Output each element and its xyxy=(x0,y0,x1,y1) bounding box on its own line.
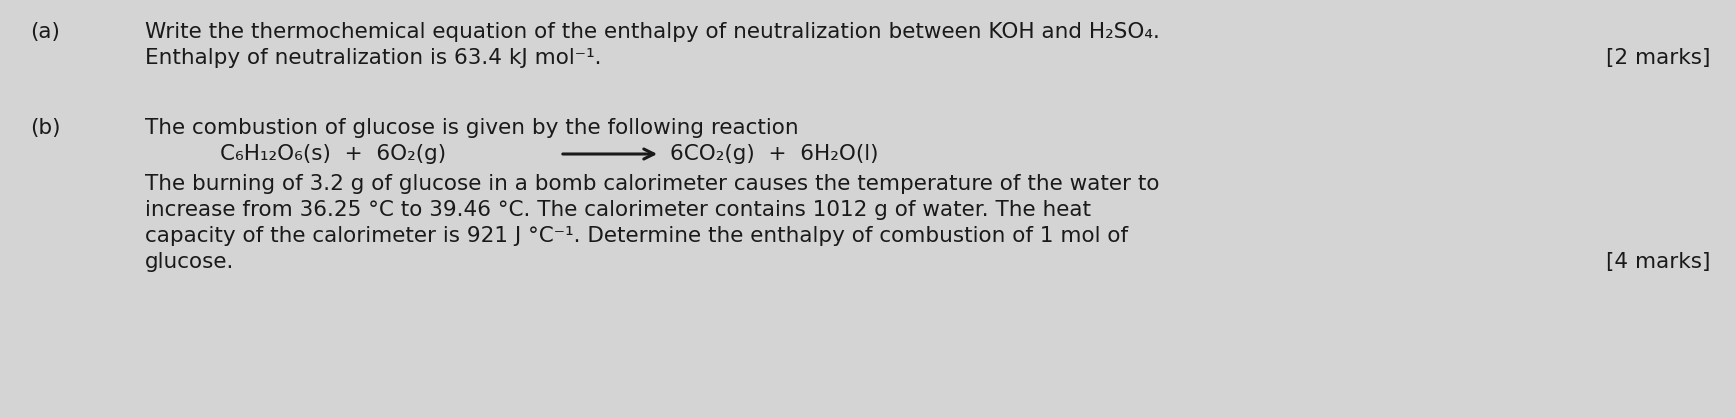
Text: 6CO₂(g)  +  6H₂O(l): 6CO₂(g) + 6H₂O(l) xyxy=(670,144,878,164)
Text: C₆H₁₂O₆(s)  +  6O₂(g): C₆H₁₂O₆(s) + 6O₂(g) xyxy=(220,144,446,164)
Text: Write the thermochemical equation of the enthalpy of neutralization between KOH : Write the thermochemical equation of the… xyxy=(146,22,1161,42)
Text: [4 marks]: [4 marks] xyxy=(1605,252,1711,272)
Text: The combustion of glucose is given by the following reaction: The combustion of glucose is given by th… xyxy=(146,118,798,138)
Text: glucose.: glucose. xyxy=(146,252,234,272)
Text: (a): (a) xyxy=(29,22,61,42)
Text: The burning of 3.2 g of glucose in a bomb calorimeter causes the temperature of : The burning of 3.2 g of glucose in a bom… xyxy=(146,174,1159,194)
Text: capacity of the calorimeter is 921 J °C⁻¹. Determine the enthalpy of combustion : capacity of the calorimeter is 921 J °C⁻… xyxy=(146,226,1128,246)
Text: [2 marks]: [2 marks] xyxy=(1605,48,1711,68)
Text: increase from 36.25 °C to 39.46 °C. The calorimeter contains 1012 g of water. Th: increase from 36.25 °C to 39.46 °C. The … xyxy=(146,200,1091,220)
Text: Enthalpy of neutralization is 63.4 kJ mol⁻¹.: Enthalpy of neutralization is 63.4 kJ mo… xyxy=(146,48,602,68)
Text: (b): (b) xyxy=(29,118,61,138)
